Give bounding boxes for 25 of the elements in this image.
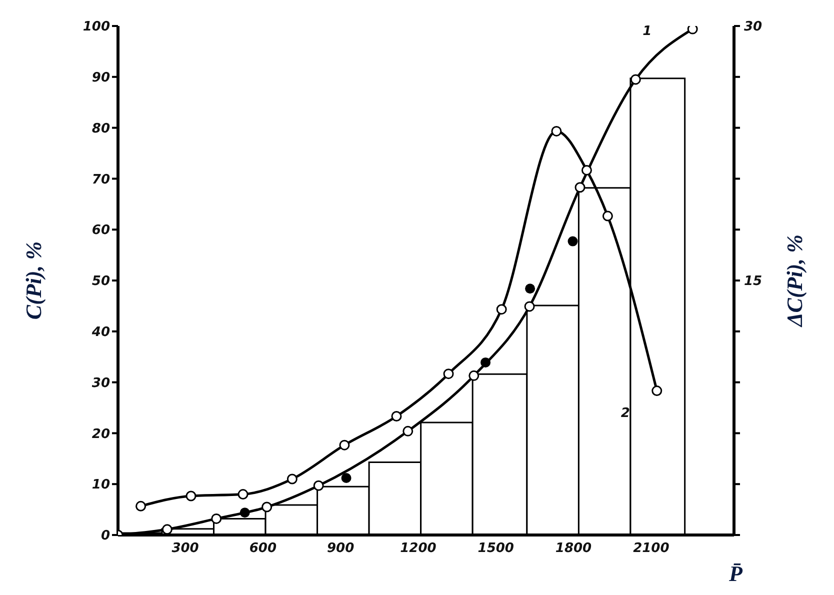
y-tick-label: 70 [92, 172, 110, 188]
x-tick-label: 900 [327, 541, 354, 556]
y-axis-title: C(Pi), % [20, 241, 46, 320]
x-tick-label: 1500 [478, 541, 514, 556]
x-tick-label: 1800 [555, 541, 592, 556]
series-label: 1 [642, 24, 652, 40]
y2-tick-label: 15 [744, 274, 762, 290]
y-tick-label: 10 [92, 478, 110, 493]
y-tick-label: 30 [92, 376, 110, 391]
x-tick-label: 300 [172, 541, 199, 556]
y-tick-label: 100 [82, 20, 110, 35]
y-tick-label: 50 [92, 274, 110, 290]
y-tick-label: 60 [92, 223, 110, 238]
y-tick-label: 0 [100, 528, 110, 544]
y-tick-label: 90 [92, 70, 110, 86]
text: 2 [620, 406, 630, 421]
y-tick-label: 40 [90, 325, 110, 340]
x-tick-label: 1200 [400, 541, 436, 556]
x-tick-label: 600 [249, 541, 277, 556]
y2-tick-label: 30 [744, 20, 762, 35]
y-tick-label: 20 [92, 426, 110, 442]
x-tick-label: 2100 [633, 541, 670, 556]
y-tick-label: 80 [92, 121, 110, 136]
y2-axis-title: ΔC(Pi), % [782, 234, 807, 328]
x-axis-title: P̄ [728, 560, 743, 586]
